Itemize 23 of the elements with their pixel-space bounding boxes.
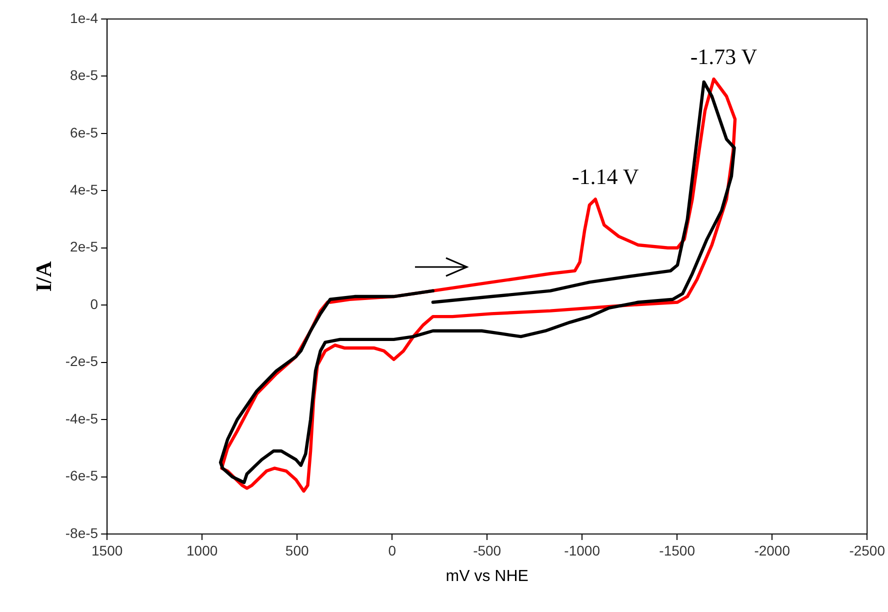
x-tick-label: -1500 xyxy=(659,542,696,558)
y-tick-label: 0 xyxy=(90,296,98,312)
y-tick-label: 6e-5 xyxy=(70,124,98,140)
x-tick-label: 1000 xyxy=(186,542,218,558)
y-tick-label: 8e-5 xyxy=(70,67,98,84)
y-tick-label: -6e-5 xyxy=(65,468,98,484)
x-tick-label: -2000 xyxy=(754,542,790,558)
annotation: -1.73 V xyxy=(690,44,758,69)
x-tick-label: -500 xyxy=(473,542,502,558)
x-tick-label: 0 xyxy=(388,542,396,558)
y-tick-label: -2e-5 xyxy=(65,353,98,370)
y-tick-label: -4e-5 xyxy=(65,410,98,426)
x-tick-label: 1500 xyxy=(92,542,123,558)
x-axis-title: mV vs NHE xyxy=(446,568,528,585)
x-tick-label: -1000 xyxy=(564,542,600,558)
y-tick-label: 1e-4 xyxy=(70,10,98,26)
annotation: -1.14 V xyxy=(572,164,639,190)
y-axis-title: I/A xyxy=(30,261,56,292)
x-tick-label: -2500 xyxy=(849,542,886,558)
y-tick-label: 4e-5 xyxy=(70,182,98,198)
y-tick-label: -8e-5 xyxy=(65,524,98,541)
x-tick-label: 500 xyxy=(285,542,309,558)
y-tick-label: 2e-5 xyxy=(70,238,98,255)
